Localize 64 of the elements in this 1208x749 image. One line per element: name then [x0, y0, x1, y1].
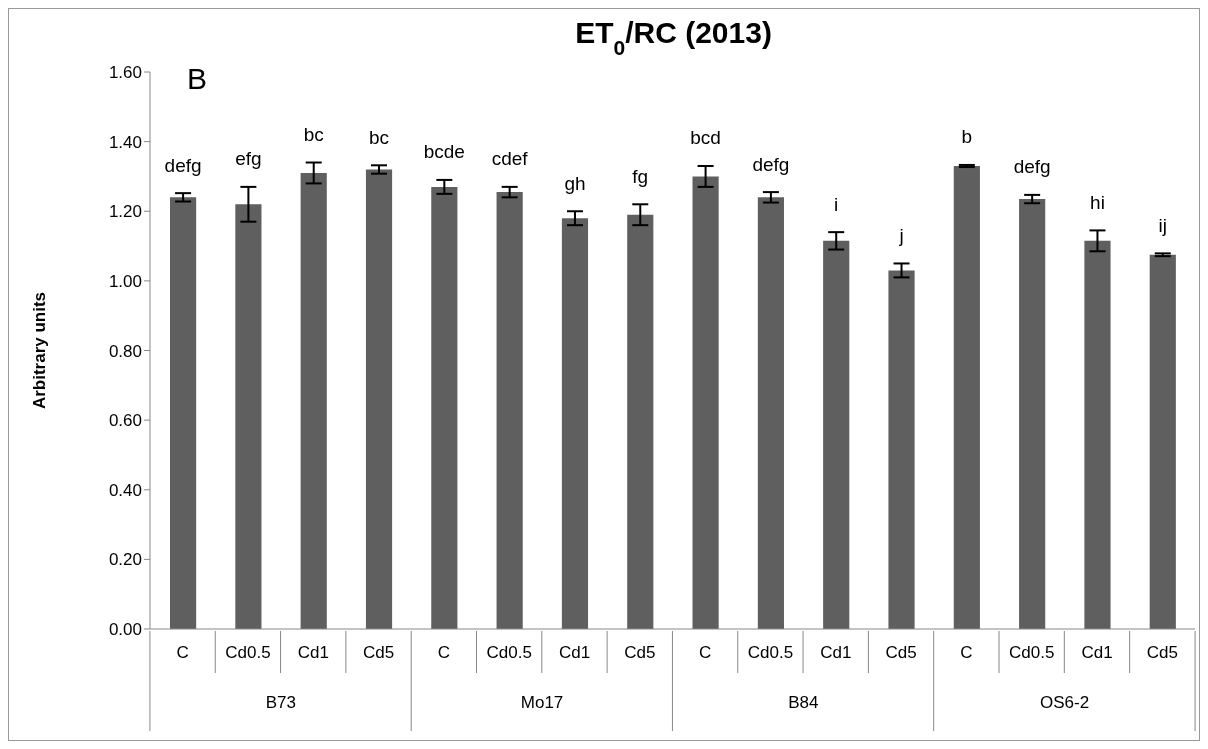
annotation: bc [368, 126, 390, 148]
y-tick-label: 1.60 [108, 63, 142, 83]
x-tick-label: Cd5 [624, 643, 656, 662]
annotation: hi [1090, 191, 1105, 213]
y-tick-label: 1.00 [108, 271, 142, 291]
annotation: gh [564, 172, 586, 194]
bar [823, 240, 850, 629]
chart-title: ET$_{0}$/RC (2013) [575, 16, 772, 59]
annotation: bcde [423, 141, 465, 163]
annotation: cdef [491, 148, 529, 170]
x-tick-label: Cd5 [363, 643, 395, 662]
x-tick-label: Cd0.5 [225, 643, 271, 662]
bar [888, 270, 915, 629]
x-tick-label: C [176, 643, 189, 662]
x-tick-label: Cd1 [820, 643, 852, 662]
x-tick-label: Cd5 [885, 643, 917, 662]
annotation: defg [164, 154, 202, 176]
x-tick-label: Cd0.5 [486, 643, 532, 662]
x-tick-label: C [960, 643, 973, 662]
annotation: bc [303, 123, 324, 145]
x-tick-label: C [699, 643, 712, 662]
bar [757, 197, 784, 629]
x-tick-label: Cd1 [558, 643, 591, 662]
x-tick-label: Cd1 [297, 643, 329, 662]
y-tick-label: 1.20 [108, 202, 142, 222]
annotation: defg [1013, 156, 1051, 178]
x-tick-label: Cd0.5 [747, 643, 794, 662]
text: B73 [265, 693, 296, 712]
text: B84 [788, 693, 819, 712]
annotation: fg [632, 165, 649, 187]
bar [300, 172, 327, 629]
x-tick-label: Cd0.5 [1009, 643, 1055, 662]
y-axis-title: Arbitrary units [30, 291, 50, 410]
bar [953, 165, 980, 629]
x-tick-label: Cd1 [1081, 643, 1113, 662]
text: OS6-2 [1039, 693, 1090, 712]
bar [1084, 240, 1111, 629]
y-tick-label: 0.20 [108, 550, 142, 570]
annotation: bcd [690, 127, 721, 149]
y-tick-label: 0.60 [108, 411, 142, 431]
annotation: b [961, 126, 973, 148]
x-tick-label: C [437, 643, 451, 662]
annotation: defg [752, 153, 790, 175]
bar [496, 192, 523, 629]
bar [692, 176, 719, 629]
y-tick-label: 0.00 [108, 620, 142, 640]
text: Mo17 [520, 693, 564, 712]
annotation: j [898, 225, 904, 247]
bar [1149, 254, 1176, 629]
bar [365, 169, 393, 629]
annotation: efg [235, 148, 262, 170]
bar [561, 218, 589, 629]
y-tick-label: 0.80 [108, 341, 142, 361]
bar [1019, 199, 1046, 629]
bar [235, 204, 262, 629]
bar [170, 197, 197, 629]
x-tick-label: Cd5 [1146, 643, 1178, 662]
annotation: B [187, 62, 208, 95]
bar [627, 214, 654, 629]
y-tick-label: 1.40 [108, 132, 142, 152]
annotation: i [834, 193, 839, 215]
y-tick-label: 0.40 [108, 480, 142, 500]
annotation: ij [1158, 215, 1167, 237]
bar [431, 186, 458, 629]
